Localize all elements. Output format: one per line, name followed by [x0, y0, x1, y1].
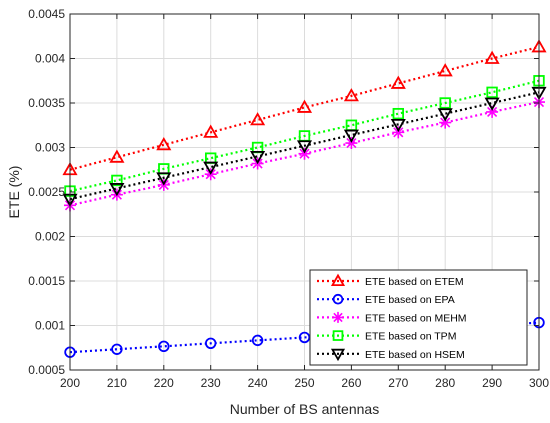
y-axis-label: ETE (%) [6, 166, 22, 219]
legend-marker [332, 330, 344, 341]
legend-entry: ETE based on MEHM [317, 311, 467, 324]
series-line [69, 79, 540, 193]
x-tick-label: 290 [482, 376, 502, 390]
legend-label: ETE based on ETEM [365, 276, 464, 288]
data-point [298, 331, 311, 344]
legend-marker [330, 348, 346, 362]
y-tick-label: 0.0005 [28, 363, 65, 377]
data-point [343, 129, 359, 143]
legend-entry: ETE based on HSEM [317, 348, 465, 362]
legend-entry: ETE based on TPM [317, 330, 456, 343]
data-point [392, 107, 405, 120]
x-tick-label: 240 [248, 376, 268, 390]
y-tick-label: 0.0045 [28, 7, 65, 21]
data-point [439, 116, 452, 129]
legend-entry: ETE based on EPA [317, 293, 455, 306]
legend-entry: ETE based on ETEM [317, 273, 464, 288]
legend-box [309, 269, 528, 366]
series-0 [62, 39, 547, 176]
data-point [437, 108, 453, 122]
legend-label: ETE based on TPM [365, 331, 456, 343]
y-tick-label: 0.0015 [28, 274, 65, 288]
data-point [203, 124, 219, 138]
series-line [69, 91, 540, 201]
y-tick-label: 0.0035 [28, 96, 65, 110]
data-point [111, 174, 123, 187]
x-tick-label: 280 [435, 376, 455, 390]
y-tick-label: 0.0025 [28, 185, 65, 199]
data-point [296, 99, 313, 113]
data-point [484, 97, 500, 111]
data-point [204, 337, 217, 350]
data-point [250, 150, 266, 165]
series-line [69, 45, 540, 171]
data-point [250, 112, 266, 126]
y-tick-label: 0.002 [35, 230, 65, 244]
data-point [437, 63, 453, 77]
data-point [158, 340, 170, 353]
x-tick-label: 260 [341, 376, 361, 390]
data-point [203, 161, 219, 175]
data-point [111, 343, 123, 355]
data-point [390, 118, 406, 133]
x-axis-label: Number of BS antennas [230, 401, 379, 417]
data-point [392, 126, 405, 139]
data-point [390, 75, 406, 89]
x-tick-label: 210 [107, 376, 127, 390]
data-point [486, 86, 498, 99]
y-tick-label: 0.001 [35, 319, 65, 333]
legend-label: ETE based on MEHM [365, 312, 467, 324]
y-tick-label: 0.004 [35, 52, 65, 66]
x-tick-label: 220 [154, 376, 174, 390]
tick-layer: 200 210 220 230 240 250 260 270 280 290 300 0.0005 0… [28, 7, 549, 390]
data-point [109, 183, 125, 197]
legend-label: ETE based on HSEM [365, 349, 465, 361]
data-point [439, 97, 451, 109]
x-tick-label: 250 [294, 376, 314, 390]
x-tick-label: 270 [388, 376, 408, 390]
data-point [296, 140, 313, 154]
data-point [251, 334, 264, 347]
x-tick-label: 230 [201, 376, 221, 390]
data-point [109, 149, 125, 163]
x-tick-label: 300 [529, 376, 549, 390]
data-point [345, 137, 358, 150]
data-point [484, 50, 500, 64]
x-tick-label: 200 [60, 376, 80, 390]
y-tick-label: 0.003 [35, 141, 65, 155]
data-point [343, 88, 359, 102]
data-point [156, 137, 172, 151]
data-point [298, 147, 311, 160]
legend-label: ETE based on EPA [365, 294, 455, 306]
legend: ETE based on ETEM ETE based on EPA ETE bas… [309, 269, 528, 366]
legend-marker [332, 293, 344, 305]
legend-marker [332, 311, 344, 323]
data-point [156, 172, 172, 186]
legend-marker [330, 273, 346, 287]
data-point [486, 105, 499, 118]
